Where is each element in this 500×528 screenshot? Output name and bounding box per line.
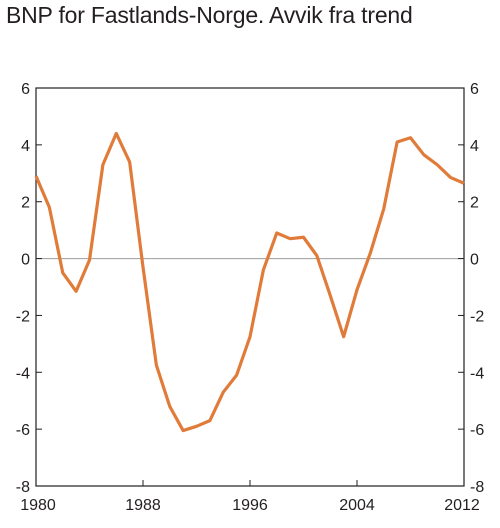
x-tick-label: 2004 bbox=[339, 497, 375, 514]
y-tick-label-right: 0 bbox=[470, 252, 479, 269]
y-tick-label: 0 bbox=[21, 252, 30, 269]
tick-marks bbox=[35, 87, 465, 487]
chart-title: BNP for Fastlands-Norge. Avvik fra trend bbox=[6, 2, 413, 28]
x-axis-labels: 1980 1988 1996 2004 2012 bbox=[20, 497, 480, 514]
y-tick-label: -8 bbox=[16, 479, 30, 496]
y-tick-label-right: -2 bbox=[470, 308, 484, 325]
x-tick-label: 1996 bbox=[232, 497, 268, 514]
x-tick-label: 1980 bbox=[20, 497, 56, 514]
series-layer bbox=[34, 131, 465, 433]
x-tick-label: 1988 bbox=[125, 497, 161, 514]
y-axis-left-labels: -8 -6 -4 -2 0 2 4 6 bbox=[16, 81, 30, 496]
y-axis-right-labels: -8 -6 -4 -2 0 2 4 6 bbox=[470, 81, 484, 496]
y-tick-label-right: -8 bbox=[470, 479, 484, 496]
y-tick-label-right: 4 bbox=[470, 138, 479, 155]
y-tick-label: -2 bbox=[16, 308, 30, 325]
x-tick-label: 2012 bbox=[444, 497, 480, 514]
y-tick-label: -6 bbox=[16, 422, 30, 439]
y-tick-label: 6 bbox=[21, 81, 30, 98]
plot-border bbox=[35, 87, 465, 487]
y-tick-label-right: 2 bbox=[470, 195, 479, 212]
y-tick-label-right: -4 bbox=[470, 365, 484, 382]
y-tick-label: -4 bbox=[16, 365, 30, 382]
y-tick-label-right: -6 bbox=[470, 422, 484, 439]
y-tick-label: 2 bbox=[21, 195, 30, 212]
series-line bbox=[34, 131, 465, 433]
y-tick-label: 4 bbox=[21, 138, 30, 155]
y-tick-label-right: 6 bbox=[470, 81, 479, 98]
plot-frame bbox=[35, 87, 465, 487]
